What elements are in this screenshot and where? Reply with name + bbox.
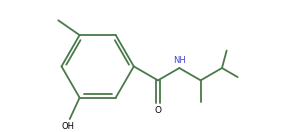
Text: OH: OH — [62, 122, 75, 131]
Text: O: O — [154, 106, 162, 115]
Text: NH: NH — [174, 56, 186, 65]
